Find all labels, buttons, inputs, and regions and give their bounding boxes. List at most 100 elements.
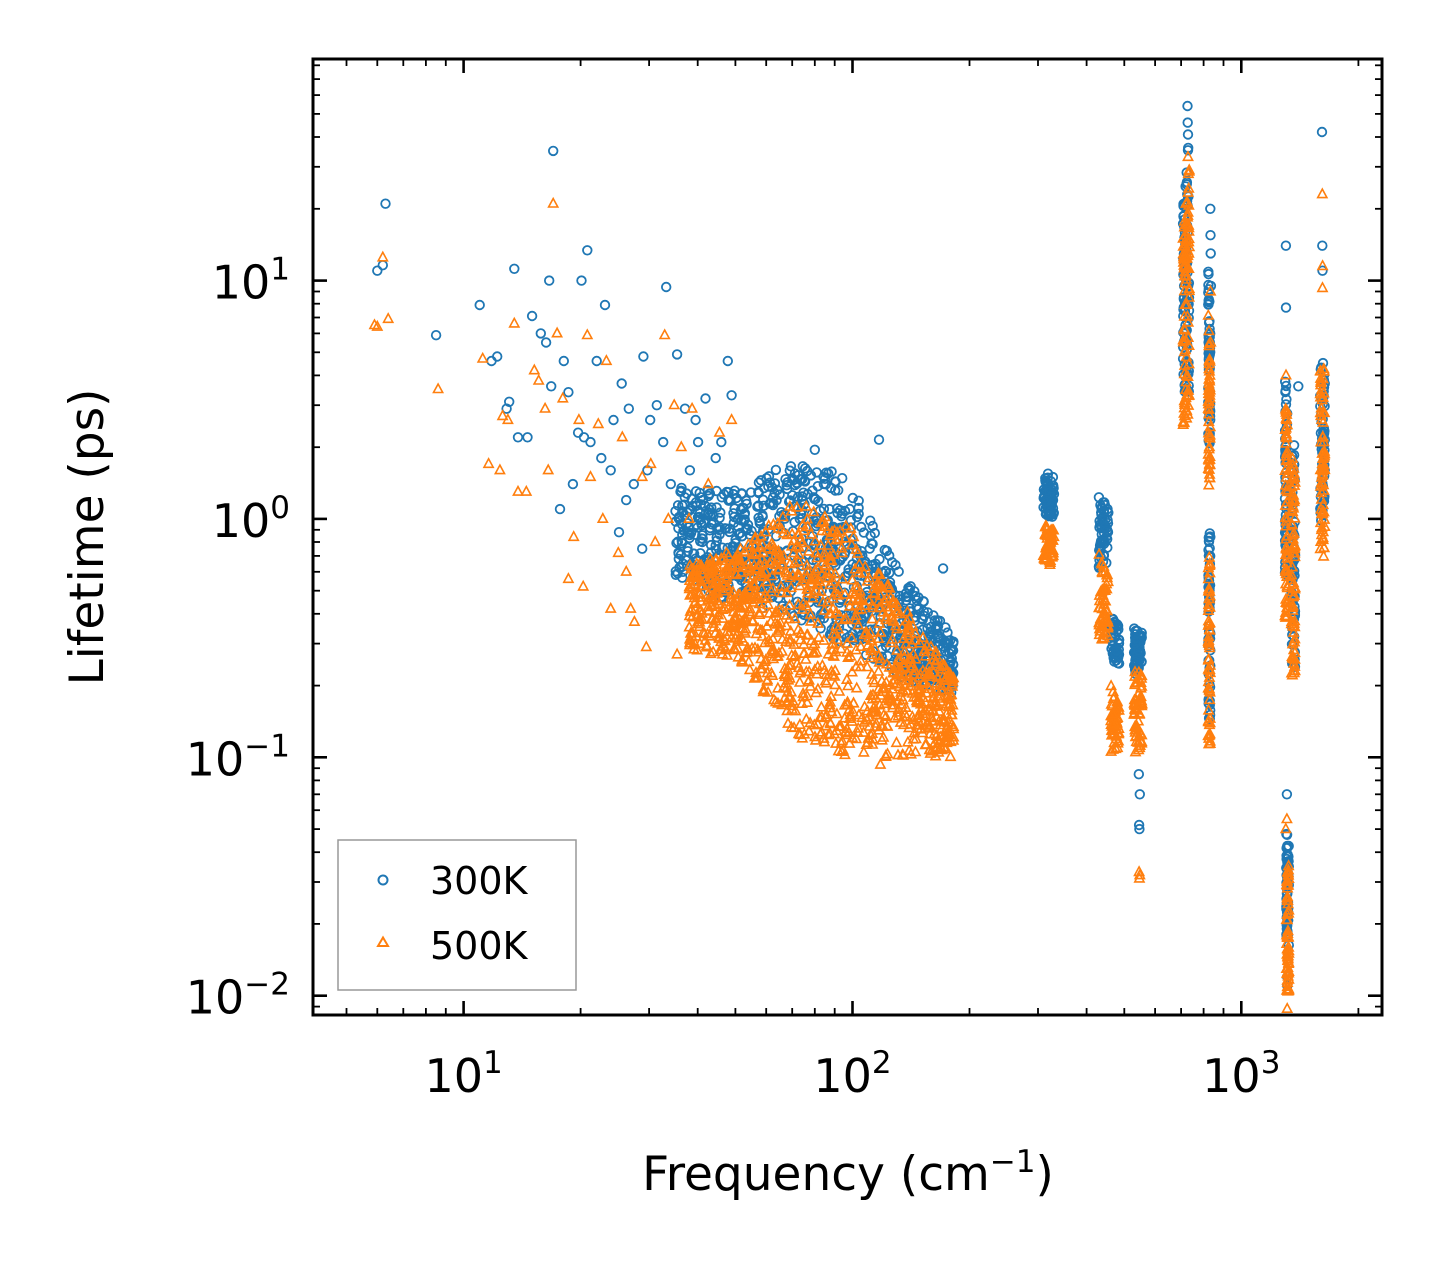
data-point-500K [493, 463, 506, 475]
data-point-300K [785, 495, 796, 506]
data-point-500K [1203, 324, 1215, 336]
data-point-500K [512, 484, 524, 496]
data-point-300K [1099, 536, 1110, 547]
data-point-500K [752, 561, 765, 573]
legend-label-300K: 300K [430, 859, 529, 903]
data-point-500K [1133, 707, 1146, 719]
data-point-500K [841, 722, 853, 734]
data-point-500K [844, 521, 857, 533]
data-point-500K [907, 647, 920, 659]
data-point-500K [755, 529, 768, 541]
data-point-500K [520, 484, 533, 496]
data-point-500K [823, 698, 836, 710]
data-point-300K [504, 396, 515, 408]
data-point-500K [1096, 565, 1109, 577]
data-point-500K [812, 616, 824, 628]
series-500K [368, 150, 1331, 1014]
data-point-500K [829, 567, 842, 579]
data-point-500K [849, 562, 862, 574]
data-point-300K [865, 515, 876, 526]
data-point-500K [788, 650, 801, 662]
data-point-500K [890, 677, 903, 689]
data-point-500K [797, 690, 810, 702]
data-point-500K [833, 608, 846, 620]
data-point-300K [1045, 506, 1057, 518]
data-point-500K [844, 708, 857, 720]
data-point-500K [1178, 239, 1191, 251]
data-point-500K [1280, 470, 1293, 482]
data-point-500K [577, 579, 590, 591]
data-point-500K [929, 645, 942, 657]
data-point-300K [1293, 381, 1304, 392]
data-point-500K [804, 614, 817, 626]
data-point-500K [528, 363, 541, 375]
data-point-500K [818, 735, 831, 747]
data-point-500K [758, 658, 771, 670]
data-point-500K [1107, 742, 1120, 754]
data-point-500K [885, 609, 898, 621]
data-point-500K [793, 540, 805, 552]
data-point-500K [1134, 692, 1147, 704]
data-point-300K [797, 461, 809, 472]
data-point-500K [737, 634, 750, 646]
data-point-500K [818, 520, 831, 532]
data-point-500K [905, 747, 918, 759]
data-point-500K [1183, 163, 1196, 175]
data-point-500K [1279, 478, 1292, 490]
data-point-500K [842, 651, 855, 663]
data-point-500K [501, 413, 514, 425]
data-point-500K [781, 528, 794, 540]
data-point-500K [755, 601, 768, 613]
data-point-300K [706, 519, 717, 530]
data-point-500K [1282, 969, 1295, 981]
data-point-500K [832, 744, 845, 756]
data-point-500K [852, 721, 865, 733]
data-point-500K [1183, 357, 1195, 369]
data-point-300K [739, 514, 751, 525]
data-point-500K [792, 554, 805, 566]
data-point-500K [567, 530, 580, 542]
data-point-300K [716, 436, 727, 448]
data-point-500K [870, 716, 883, 728]
data-point-500K [757, 546, 769, 558]
data-point-300K [673, 511, 685, 523]
data-point-500K [775, 586, 788, 598]
data-point-500K [1286, 499, 1299, 511]
data-point-300K [638, 351, 649, 362]
data-point-500K [941, 729, 954, 741]
data-point-500K [749, 539, 762, 551]
data-point-500K [765, 643, 778, 655]
data-point-500K [1203, 457, 1216, 469]
data-point-300K [753, 500, 764, 511]
axes-border [311, 57, 1384, 1017]
data-point-500K [845, 631, 858, 643]
data-point-500K [1202, 308, 1215, 320]
data-point-500K [693, 637, 706, 649]
data-point-500K [1280, 436, 1292, 448]
data-point-500K [1286, 560, 1299, 572]
data-point-500K [817, 595, 829, 607]
x-tick-label: 101 [424, 1045, 502, 1103]
data-point-300K [1281, 789, 1293, 800]
data-point-500K [846, 573, 859, 585]
data-point-500K [945, 703, 958, 715]
data-point-500K [749, 533, 761, 545]
data-point-300K [1205, 531, 1216, 543]
data-point-500K [908, 664, 921, 676]
data-point-500K [1202, 675, 1215, 687]
y-axis-title: Lifetime (ps) [60, 389, 115, 686]
data-point-500K [1129, 676, 1142, 688]
data-point-300K [724, 523, 735, 534]
data-point-300K [567, 478, 579, 490]
data-point-500K [771, 563, 784, 575]
data-point-500K [774, 620, 786, 632]
data-point-300K [1109, 656, 1120, 667]
data-point-300K [1203, 268, 1214, 280]
data-point-500K [792, 727, 805, 739]
data-point-500K [604, 601, 617, 613]
data-point-500K [822, 538, 835, 550]
data-point-500K [1203, 471, 1216, 483]
data-point-300K [578, 432, 590, 443]
data-point-500K [716, 554, 729, 566]
data-point-500K [822, 647, 835, 659]
